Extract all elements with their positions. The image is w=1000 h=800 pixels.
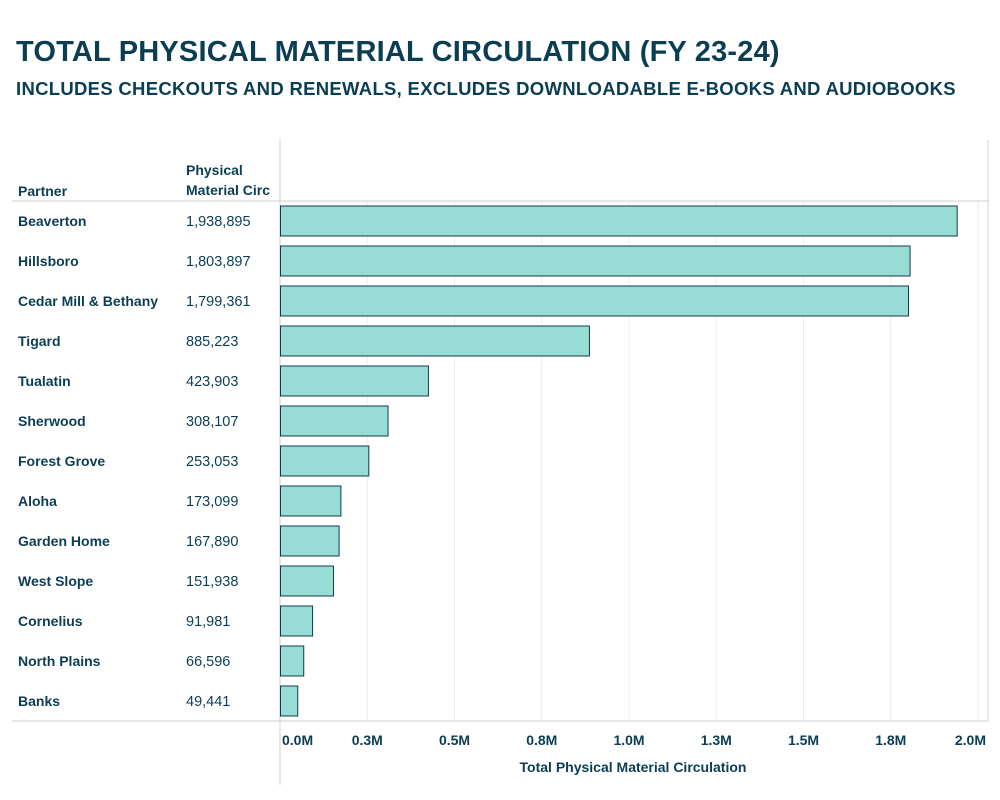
bar[interactable] bbox=[280, 365, 429, 397]
bar-row: Garden Home 167,890 bbox=[18, 525, 340, 557]
x-tick-label: 0.8M bbox=[526, 732, 557, 748]
bar[interactable] bbox=[280, 525, 340, 557]
x-tick-label: 0.3M bbox=[352, 732, 383, 748]
value-label: 1,799,361 bbox=[186, 294, 251, 310]
category-label: North Plains bbox=[18, 653, 101, 669]
x-axis-label: Total Physical Material Circulation bbox=[520, 759, 747, 775]
value-label: 91,981 bbox=[186, 614, 230, 630]
bar-row: Banks 49,441 bbox=[18, 685, 299, 717]
category-label: Garden Home bbox=[18, 533, 110, 549]
bar-row: Sherwood 308,107 bbox=[18, 405, 389, 437]
bar[interactable] bbox=[280, 245, 911, 277]
x-tick-label: 1.3M bbox=[701, 732, 732, 748]
value-label: 308,107 bbox=[186, 414, 238, 430]
header-partner: Partner bbox=[18, 183, 68, 199]
x-tick-label: 2.0M bbox=[955, 732, 986, 748]
category-label: Sherwood bbox=[18, 413, 86, 429]
category-label: Beaverton bbox=[18, 213, 86, 229]
bar-row: Aloha 173,099 bbox=[18, 485, 342, 517]
value-label: 173,099 bbox=[186, 494, 238, 510]
chart-title: TOTAL PHYSICAL MATERIAL CIRCULATION (FY … bbox=[16, 36, 780, 68]
x-tick-label: 1.8M bbox=[875, 732, 906, 748]
bar-row: Tualatin 423,903 bbox=[18, 365, 429, 397]
category-label: Tigard bbox=[18, 333, 61, 349]
value-label: 423,903 bbox=[186, 374, 238, 390]
bar-row: Forest Grove 253,053 bbox=[18, 445, 370, 477]
bar[interactable] bbox=[280, 325, 590, 357]
value-label: 1,938,895 bbox=[186, 214, 251, 230]
bar-row: Cornelius 91,981 bbox=[18, 605, 314, 637]
value-label: 151,938 bbox=[186, 574, 238, 590]
x-tick-label: 1.0M bbox=[613, 732, 644, 748]
value-label: 885,223 bbox=[186, 334, 238, 350]
category-label: Aloha bbox=[18, 493, 57, 509]
category-label: Forest Grove bbox=[18, 453, 105, 469]
bar[interactable] bbox=[280, 205, 958, 237]
bar[interactable] bbox=[280, 645, 305, 677]
value-label: 1,803,897 bbox=[186, 254, 251, 270]
bar[interactable] bbox=[280, 565, 335, 597]
category-label: Tualatin bbox=[18, 373, 71, 389]
gridlines bbox=[366, 201, 979, 721]
value-label: 253,053 bbox=[186, 454, 238, 470]
chart-subtitle: INCLUDES CHECKOUTS AND RENEWALS, EXCLUDE… bbox=[16, 78, 956, 99]
category-label: Banks bbox=[18, 693, 60, 709]
bar[interactable] bbox=[280, 445, 370, 477]
bar-row: Hillsboro 1,803,897 bbox=[18, 245, 911, 277]
category-label: Hillsboro bbox=[18, 253, 79, 269]
bar-row: Beaverton 1,938,895 bbox=[18, 205, 958, 237]
category-label: West Slope bbox=[18, 573, 93, 589]
bar[interactable] bbox=[280, 605, 314, 637]
header-value-line2: Material Circ bbox=[186, 182, 270, 198]
bar-row: North Plains 66,596 bbox=[18, 645, 305, 677]
category-label: Cornelius bbox=[18, 613, 83, 629]
bar-row: West Slope 151,938 bbox=[18, 565, 335, 597]
value-label: 66,596 bbox=[186, 654, 230, 670]
value-label: 167,890 bbox=[186, 534, 238, 550]
bar[interactable] bbox=[280, 285, 909, 317]
bar[interactable] bbox=[280, 685, 299, 717]
bar-row: Tigard 885,223 bbox=[18, 325, 590, 357]
header-value-line1: Physical bbox=[186, 162, 243, 178]
bar-row: Cedar Mill & Bethany 1,799,361 bbox=[18, 285, 909, 317]
value-label: 49,441 bbox=[186, 694, 230, 710]
x-tick-label: 0.5M bbox=[439, 732, 470, 748]
bar[interactable] bbox=[280, 485, 342, 517]
bar[interactable] bbox=[280, 405, 389, 437]
x-tick-label: 1.5M bbox=[788, 732, 819, 748]
x-tick-label: 0.0M bbox=[282, 732, 313, 748]
category-label: Cedar Mill & Bethany bbox=[18, 293, 158, 309]
